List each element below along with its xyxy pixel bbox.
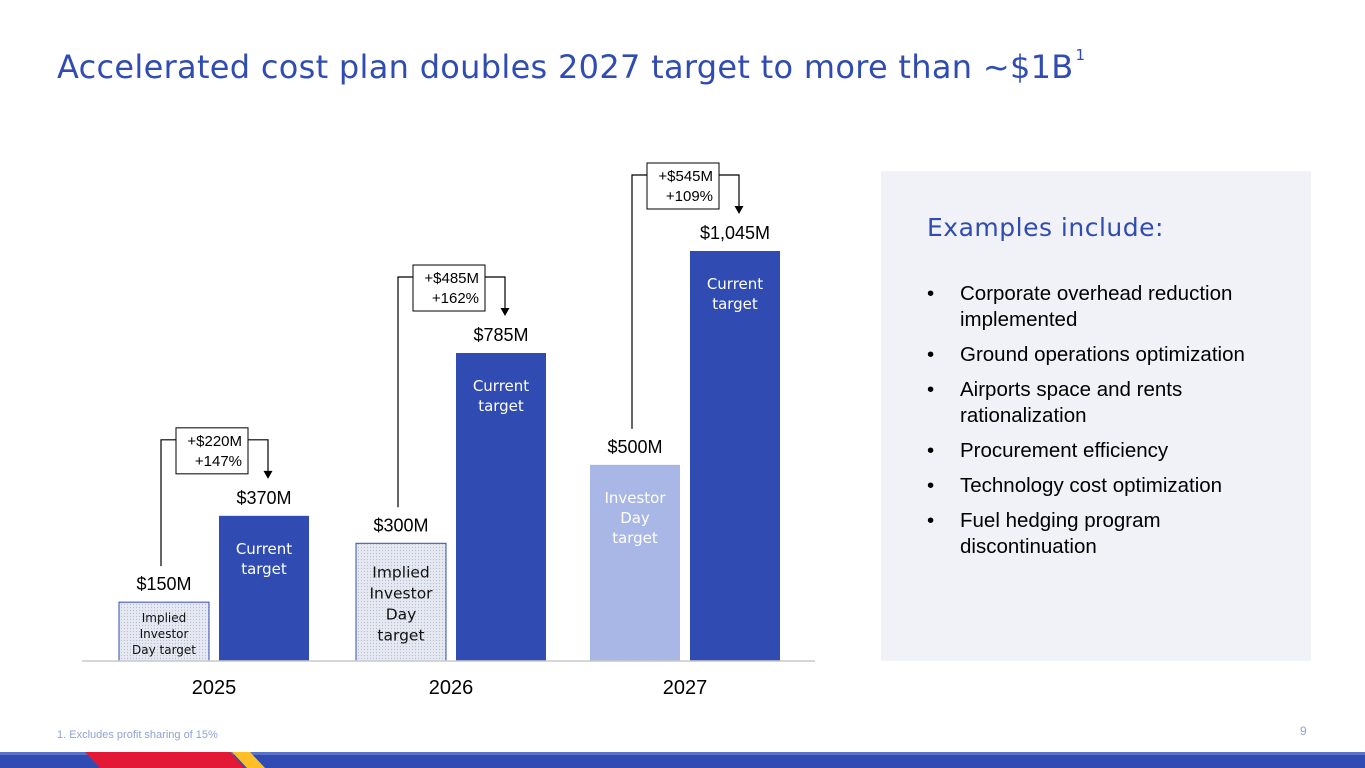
annotation-box xyxy=(175,427,249,475)
examples-item: • Corporate overhead reduction implemente… xyxy=(927,281,1287,333)
bar-value-label: $500M xyxy=(607,437,662,457)
annotation-box xyxy=(412,264,486,312)
annotation-text: +147% xyxy=(195,453,242,470)
annotation-bracket-left xyxy=(397,276,413,508)
cost-savings-bar-chart: $150M Implied Investor Day target $370M Curre… xyxy=(82,162,815,699)
bar-value-label: $785M xyxy=(473,325,528,345)
bar-inside-label-line: Day xyxy=(386,605,417,623)
bar-current xyxy=(456,353,546,661)
annotation-bracket-left xyxy=(631,174,647,429)
examples-item-text: Ground operations optimization xyxy=(960,343,1245,366)
bar-inside-label: Current target xyxy=(473,377,529,415)
bar-inside-label-line: Investor xyxy=(369,584,433,602)
bar-inside-label-line: Current xyxy=(707,275,763,293)
annotation-text: +$545M xyxy=(658,168,713,185)
bar-inside-label-line: Current xyxy=(473,377,529,395)
bar-value-label: $150M xyxy=(136,574,191,594)
bar-inside-label-line: target xyxy=(712,295,758,313)
bar-inside-label-line: Implied xyxy=(372,563,430,581)
footer-blue-band xyxy=(0,752,1365,768)
annotation-bracket-left xyxy=(160,439,176,567)
bar-value-label: $1,045M xyxy=(700,223,770,243)
x-tick-label: 2025 xyxy=(192,677,237,699)
footer-yellow-stripe xyxy=(232,752,265,768)
annotation-text: +109% xyxy=(666,188,713,205)
bar-investor xyxy=(590,464,680,661)
bar-inside-label: Investor Day target xyxy=(604,489,666,547)
bars-layer: $150M Implied Investor Day target $370M Curre… xyxy=(118,223,780,699)
examples-item: • Airports space and rents rationalizatio… xyxy=(927,377,1287,429)
bar-current xyxy=(690,251,780,661)
footer-highlight xyxy=(0,752,1365,755)
annotation-text: +162% xyxy=(432,290,479,307)
x-tick-label: 2027 xyxy=(663,677,708,699)
bar-inside-label: Current target xyxy=(236,540,292,578)
annotations-layer: +$220M +147% +$485M +162% +$545M +109% xyxy=(160,162,744,567)
bar-implied xyxy=(355,542,447,662)
bullet-marker: • xyxy=(927,439,935,462)
bar-inside-label-line: target xyxy=(241,560,287,578)
bar-value-label: $370M xyxy=(236,488,291,508)
annotation-arrowhead xyxy=(500,308,510,317)
brand-footer-stripe xyxy=(0,752,1365,768)
bar-inside-label: Current target xyxy=(707,275,763,313)
bar-inside-label: Implied Investor Day target xyxy=(369,563,433,644)
bullet-marker: • xyxy=(927,378,935,401)
examples-item-text: Procurement efficiency xyxy=(960,439,1169,462)
bar-inside-label-line: Investor xyxy=(604,489,666,507)
examples-panel: Examples include: • Corporate overhead re… xyxy=(881,171,1311,661)
bar-implied xyxy=(118,601,210,662)
examples-item-text: Corporate overhead reduction implemented xyxy=(960,282,1233,331)
bullet-marker: • xyxy=(927,282,935,305)
annotation-bracket-right xyxy=(248,439,269,472)
title-footnote-mark: 1 xyxy=(1075,46,1086,65)
examples-item: • Ground operations optimization xyxy=(927,342,1287,368)
bar-inside-label-line: target xyxy=(478,397,524,415)
annotation-text: +$485M xyxy=(424,270,479,287)
slide-title: Accelerated cost plan doubles 2027 targe… xyxy=(57,46,1086,86)
annotation-bracket-right xyxy=(485,276,506,310)
bar-inside-label-line: Current xyxy=(236,540,292,558)
bar-inside-label-line: Day target xyxy=(132,643,196,657)
bar-inside-label-line: Implied xyxy=(142,611,187,625)
footnote: 1. Excludes profit sharing of 15% xyxy=(57,729,218,741)
bar-inside-label-line: Investor xyxy=(140,627,189,641)
annotation-box xyxy=(646,162,720,210)
bullet-marker: • xyxy=(927,509,935,532)
bar-current xyxy=(219,515,309,661)
bar-inside-label-line: Day xyxy=(620,509,650,527)
annotation-arrowhead xyxy=(263,470,273,479)
examples-item-text: Fuel hedging program discontinuation xyxy=(960,509,1161,558)
annotation-bracket-right xyxy=(719,174,740,207)
bar-value-label: $300M xyxy=(373,515,428,535)
page-number: 9 xyxy=(1300,724,1307,738)
annotation-arrowhead xyxy=(734,206,744,214)
bar-inside-label-line: target xyxy=(377,626,424,644)
annotation-text: +$220M xyxy=(187,433,242,450)
x-tick-label: 2026 xyxy=(429,677,474,699)
examples-heading: Examples include: xyxy=(927,213,1164,242)
bar-inside-label-line: target xyxy=(612,529,658,547)
bullet-marker: • xyxy=(927,474,935,497)
slide-title-text: Accelerated cost plan doubles 2027 targe… xyxy=(57,48,1074,86)
examples-item: • Technology cost optimization xyxy=(927,473,1287,499)
footer-red-stripe xyxy=(85,752,245,768)
bullet-marker: • xyxy=(927,343,935,366)
examples-list: • Corporate overhead reduction implemente… xyxy=(927,281,1287,569)
examples-item: • Procurement efficiency xyxy=(927,438,1287,464)
bar-inside-label: Implied Investor Day target xyxy=(132,611,196,657)
examples-item: • Fuel hedging program discontinuation xyxy=(927,508,1287,560)
examples-item-text: Technology cost optimization xyxy=(960,474,1223,497)
examples-item-text: Airports space and rents rationalization xyxy=(960,378,1183,427)
